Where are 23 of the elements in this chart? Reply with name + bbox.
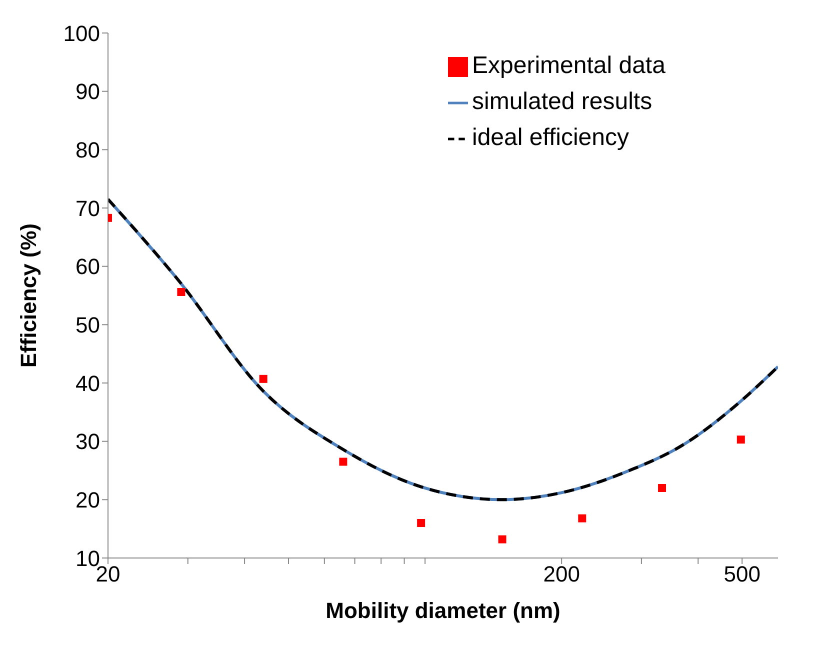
point <box>259 374 268 383</box>
point <box>736 436 745 444</box>
legend-label: simulated results <box>472 88 652 115</box>
x-tick-label: 200 <box>543 562 580 587</box>
y-tick-label: 80 <box>76 137 100 162</box>
y-tick-label: 20 <box>76 487 100 512</box>
point <box>339 458 348 466</box>
y-tick-label: 40 <box>76 370 100 396</box>
point <box>578 514 586 522</box>
legend-label: Experimental data <box>472 52 666 79</box>
point <box>417 519 426 527</box>
y-axis-title: Efficiency (%) <box>16 223 41 368</box>
x-axis-title: Mobility diameter (nm) <box>326 598 560 623</box>
y-tick-label: 50 <box>76 312 100 338</box>
point <box>498 535 506 544</box>
point <box>658 484 666 492</box>
y-tick-label: 60 <box>76 254 100 280</box>
legend-label: ideal efficiency <box>472 124 629 151</box>
x-tick-label: 500 <box>724 562 760 587</box>
y-tick-label: 70 <box>76 196 100 221</box>
y-tick-label: 100 <box>63 20 100 46</box>
y-tick-label: 90 <box>76 79 100 104</box>
y-tick-label: 30 <box>76 429 100 454</box>
